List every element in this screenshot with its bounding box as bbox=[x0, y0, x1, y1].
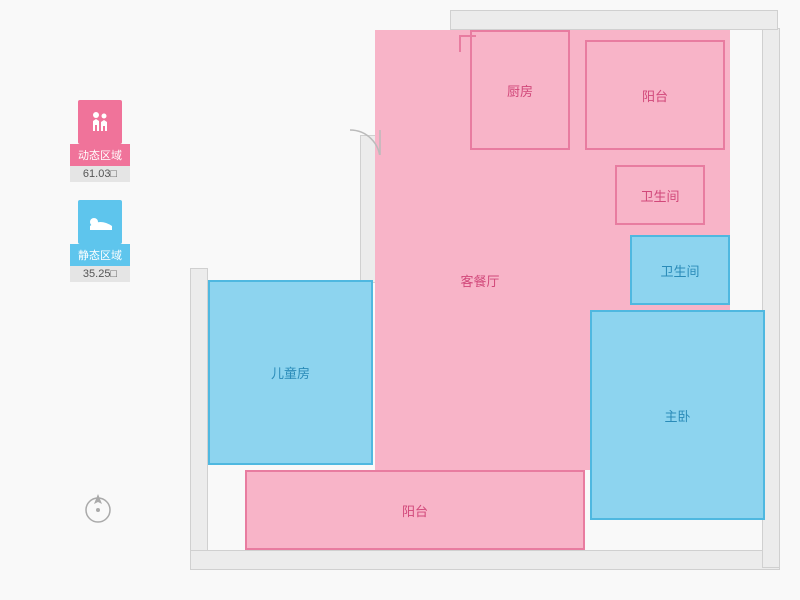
wall-segment bbox=[190, 550, 780, 570]
people-icon bbox=[78, 100, 122, 144]
room-label: 阳台 bbox=[642, 86, 668, 105]
compass-icon bbox=[80, 490, 116, 526]
room-label: 儿童房 bbox=[271, 363, 310, 382]
window-icon bbox=[458, 34, 478, 54]
room-balcony-top: 阳台 bbox=[585, 40, 725, 150]
room-label: 卫生间 bbox=[660, 261, 699, 280]
room-balcony-bottom: 阳台 bbox=[245, 470, 585, 550]
room-kitchen: 厨房 bbox=[470, 30, 570, 150]
wall-segment bbox=[190, 268, 208, 568]
legend-static: 静态区域 35.25□ bbox=[60, 200, 140, 282]
sleep-icon bbox=[78, 200, 122, 244]
legend-panel: 动态区域 61.03□ 静态区域 35.25□ bbox=[60, 100, 140, 300]
room-label: 阳台 bbox=[402, 501, 428, 520]
legend-static-label: 静态区域 bbox=[70, 244, 130, 266]
wall-segment bbox=[450, 10, 778, 30]
floorplan: 厨房 阳台 卫生间 客餐厅 儿童房 卫生间 主卧 阳台 bbox=[190, 10, 780, 580]
room-living: 客餐厅 bbox=[375, 155, 585, 465]
legend-dynamic: 动态区域 61.03□ bbox=[60, 100, 140, 182]
room-master: 主卧 bbox=[590, 310, 765, 520]
legend-dynamic-value: 61.03□ bbox=[70, 166, 130, 182]
room-label: 厨房 bbox=[507, 81, 533, 100]
room-label: 卫生间 bbox=[640, 186, 679, 205]
legend-static-value: 35.25□ bbox=[70, 266, 130, 282]
room-bath-blue: 卫生间 bbox=[630, 235, 730, 305]
room-bath-pink: 卫生间 bbox=[615, 165, 705, 225]
room-label: 客餐厅 bbox=[460, 271, 499, 290]
legend-dynamic-label: 动态区域 bbox=[70, 144, 130, 166]
room-child: 儿童房 bbox=[208, 280, 373, 465]
room-label: 主卧 bbox=[664, 406, 690, 425]
